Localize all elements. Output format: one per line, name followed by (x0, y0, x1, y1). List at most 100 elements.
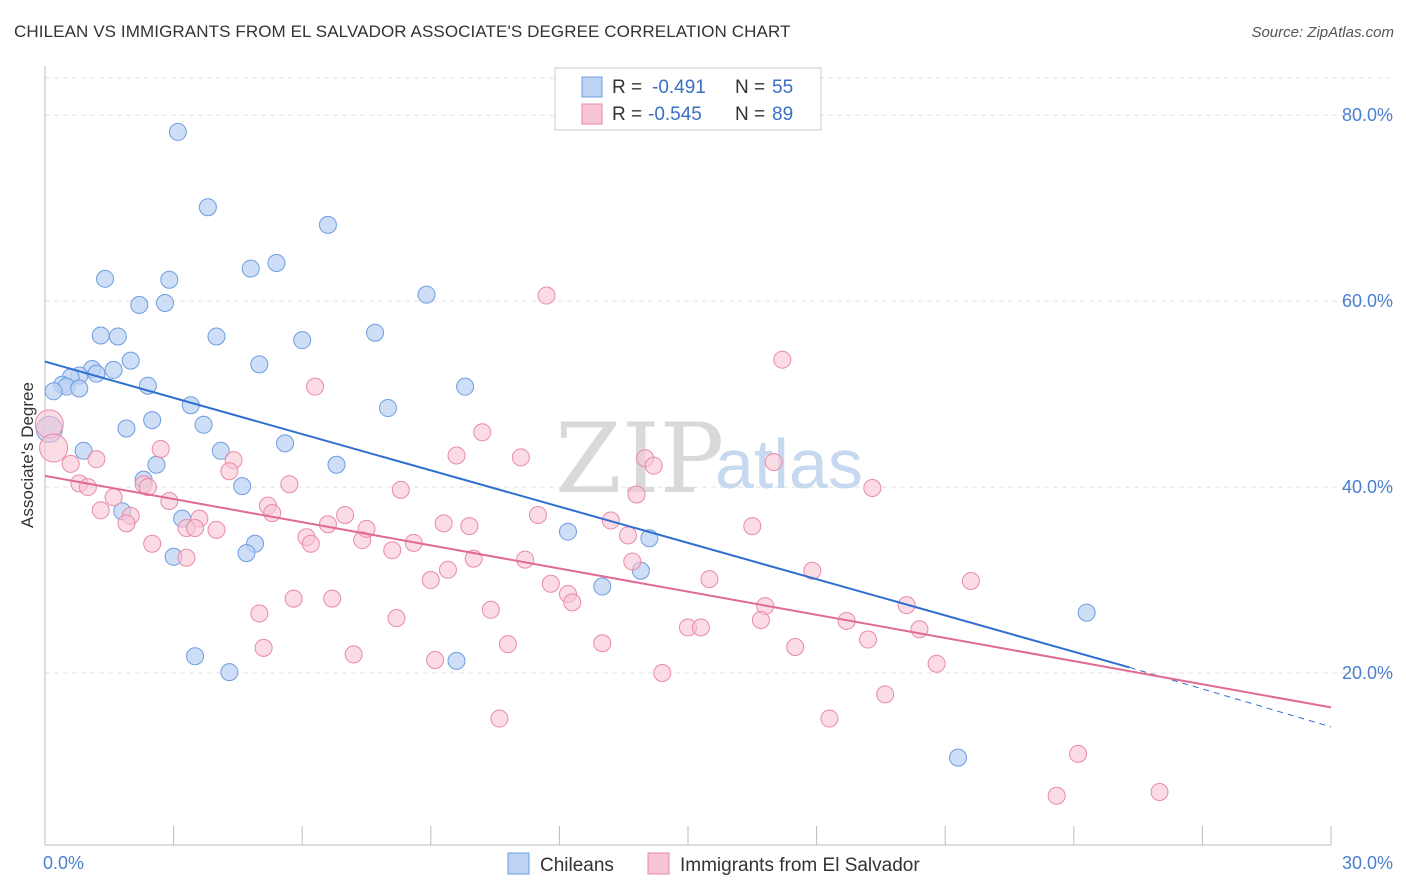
chileans-point (220, 663, 239, 682)
chileans-point (1077, 603, 1096, 622)
chileans-point (143, 411, 162, 430)
el-salvador-point (138, 478, 157, 497)
el-salvador-point (786, 637, 805, 656)
el-salvador-point (447, 446, 466, 465)
el-salvador-point (511, 448, 530, 467)
el-salvador-point (61, 454, 80, 473)
series-legend: Chileans Immigrants from El Salvador (507, 852, 920, 876)
legend-n-value-2: 89 (772, 104, 793, 125)
el-salvador-point (438, 560, 457, 579)
stats-legend: R = -0.491 N = 55 R = -0.545 N = 89 (554, 67, 822, 131)
chileans-point (198, 198, 217, 217)
el-salvador-point (1047, 786, 1066, 805)
chileans-point (237, 544, 256, 563)
el-salvador-point (627, 485, 646, 504)
chart-title: CHILEAN VS IMMIGRANTS FROM EL SALVADOR A… (14, 22, 791, 41)
el-salvador-point (391, 480, 410, 499)
chileans-point (160, 270, 179, 289)
el-salvador-point (700, 570, 719, 589)
chileans-point (130, 295, 149, 314)
el-salvador-point (318, 515, 337, 534)
el-salvador-point (207, 520, 226, 539)
bottom-legend-el-salvador: Immigrants from El Salvador (680, 855, 920, 876)
el-salvador-point (434, 514, 453, 533)
chileans-trend-line (44, 360, 1130, 669)
el-salvador-point (254, 638, 273, 657)
el-salvador-point (387, 609, 406, 628)
chileans-point (366, 323, 385, 342)
el-salvador-trend-line (44, 474, 1332, 709)
chileans-point (417, 285, 436, 304)
el-salvador-point (927, 654, 946, 673)
chileans-point (121, 351, 140, 370)
el-salvador-point (87, 450, 106, 469)
el-salvador-point (336, 505, 355, 524)
chileans-point (233, 477, 252, 496)
el-salvador-point (541, 574, 560, 593)
legend-swatch-chileans (581, 76, 603, 98)
chileans-point (593, 577, 612, 596)
el-salvador-point (618, 526, 637, 545)
y-axis-label: Associate's Degree (18, 382, 37, 528)
el-salvador-point (623, 552, 642, 571)
legend-n-label-1: N = (735, 77, 765, 98)
el-salvador-point (323, 589, 342, 608)
bottom-legend-swatch-el-salvador (647, 852, 670, 875)
y-tick-label: 20.0% (1342, 663, 1393, 683)
el-salvador-point (220, 462, 239, 481)
el-salvador-point (516, 550, 535, 569)
bottom-legend-chileans: Chileans (540, 855, 614, 876)
el-salvador-point (563, 593, 582, 612)
el-salvador-points (34, 286, 1169, 805)
chileans-point (949, 748, 968, 767)
el-salvador-point (177, 548, 196, 567)
chileans-point (211, 441, 230, 460)
el-salvador-point (91, 501, 110, 520)
el-salvador-point (306, 377, 325, 396)
el-salvador-point (117, 514, 136, 533)
el-salvador-point (473, 423, 492, 442)
x-tick-label: 0.0% (43, 853, 84, 873)
chileans-point (147, 455, 166, 474)
el-salvador-point (751, 611, 770, 630)
legend-r-value-2: -0.545 (648, 104, 702, 125)
el-salvador-point (691, 618, 710, 637)
legend-n-label-2: N = (735, 104, 765, 125)
el-salvador-point (863, 478, 882, 497)
chileans-point (104, 360, 123, 379)
el-salvador-point (773, 350, 792, 369)
x-tick-label: 30.0% (1342, 853, 1393, 873)
y-tick-label: 80.0% (1342, 105, 1393, 125)
chileans-point (168, 122, 187, 141)
el-salvador-point (344, 645, 363, 664)
chileans-point (186, 647, 205, 666)
grid-lines (45, 77, 1392, 674)
el-salvador-point (498, 635, 517, 654)
chileans-point (276, 434, 295, 453)
chileans-point (117, 419, 136, 438)
source-label: Source: ZipAtlas.com (1251, 24, 1394, 41)
el-salvador-point (644, 456, 663, 475)
el-salvador-point (280, 475, 299, 494)
el-salvador-point (653, 664, 672, 683)
chileans-point (207, 327, 226, 346)
chileans-point (156, 293, 175, 312)
x-tick-labels: 0.0% 30.0% (43, 853, 1393, 873)
el-salvador-point (1150, 783, 1169, 802)
el-salvador-point (481, 600, 500, 619)
el-salvador-point (34, 409, 64, 439)
el-salvador-point (301, 534, 320, 553)
chileans-point (70, 379, 89, 398)
chileans-point (293, 331, 312, 350)
el-salvador-point (383, 541, 402, 560)
el-salvador-point (537, 286, 556, 305)
el-salvador-point (820, 709, 839, 728)
el-salvador-point (151, 439, 170, 458)
el-salvador-point (743, 517, 762, 536)
el-salvador-point (284, 589, 303, 608)
el-salvador-point (78, 478, 97, 497)
y-tick-labels: 20.0% 40.0% 60.0% 80.0% (1342, 105, 1393, 683)
chileans-point (250, 355, 269, 374)
el-salvador-point (528, 505, 547, 524)
